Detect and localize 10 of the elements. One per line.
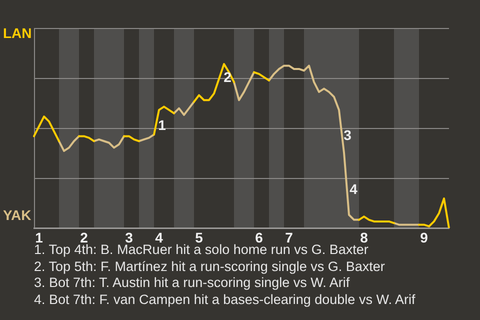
annotation: 1 xyxy=(158,116,166,133)
x-tick-label: 9 xyxy=(420,229,428,246)
annotation: 4 xyxy=(350,180,358,197)
annotation: 2 xyxy=(224,68,232,85)
text: 3. Bot 7th: T. Austin hit a run-scoring single vs W. Arif xyxy=(34,275,351,292)
text: LAN xyxy=(3,24,32,41)
text: 4. Bot 7th: F. van Campen hit a bases-clearing double vs W. Arif xyxy=(34,292,416,308)
text: YAK xyxy=(3,206,32,223)
annotation: 3 xyxy=(344,126,352,143)
text: 2. Top 5th: F. Martínez hit a run-scoring single vs G. Baxter xyxy=(34,258,386,275)
